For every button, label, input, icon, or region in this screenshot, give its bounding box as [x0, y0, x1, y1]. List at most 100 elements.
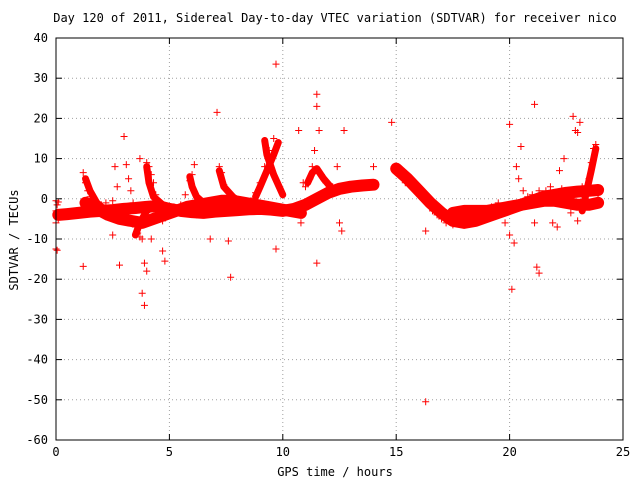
data-point-marker — [88, 199, 96, 207]
data-point-marker — [81, 179, 89, 187]
data-point-marker — [338, 227, 346, 235]
data-point-marker — [576, 118, 584, 126]
data-point-marker — [542, 187, 550, 195]
data-point-marker — [553, 223, 561, 231]
x-tick-label: 0 — [52, 445, 59, 459]
data-point-marker — [77, 205, 85, 213]
data-point-marker — [410, 183, 418, 191]
data-point-marker — [93, 203, 101, 211]
data-point-marker — [449, 221, 457, 229]
data-point-marker — [569, 112, 577, 120]
data-point-marker — [524, 193, 532, 201]
data-point-marker — [140, 259, 148, 267]
data-point-marker — [272, 245, 280, 253]
data-point-marker — [227, 273, 235, 281]
data-point-marker — [129, 199, 137, 207]
x-axis-label: GPS time / hours — [277, 465, 393, 479]
data-point-marker — [215, 163, 223, 171]
data-point-marker — [551, 189, 559, 197]
data-point-marker — [422, 227, 430, 235]
data-point-marker — [134, 229, 142, 237]
data-point-marker — [68, 209, 76, 217]
data-point-marker — [506, 231, 514, 239]
data-point-marker — [116, 261, 124, 269]
y-tick-label: 30 — [34, 71, 48, 85]
dense-arc — [143, 163, 180, 215]
data-point-marker — [143, 159, 151, 167]
x-tick-label: 15 — [389, 445, 403, 459]
data-point-marker — [531, 100, 539, 108]
x-tick-label: 10 — [276, 445, 290, 459]
data-point-marker — [531, 219, 539, 227]
data-point-marker — [401, 179, 409, 187]
data-point-marker — [333, 163, 341, 171]
data-point-marker — [515, 175, 523, 183]
data-point-marker — [213, 108, 221, 116]
data-point-marker — [109, 231, 117, 239]
data-point-marker — [261, 163, 269, 171]
data-point-marker — [218, 169, 226, 177]
data-point-marker — [206, 235, 214, 243]
data-point-marker — [501, 219, 509, 227]
data-point-marker — [481, 205, 489, 213]
data-point-marker — [311, 147, 319, 155]
data-point-marker — [358, 181, 366, 189]
dense-arc — [304, 165, 334, 191]
data-point-marker — [494, 199, 502, 207]
data-point-marker — [240, 199, 248, 207]
data-point-marker — [592, 141, 600, 149]
data-point-marker — [147, 171, 155, 179]
data-point-marker — [72, 207, 80, 215]
data-point-marker — [186, 177, 194, 185]
data-point-marker — [109, 197, 117, 205]
data-point-marker — [145, 163, 153, 171]
axis-ticks: 0 5 10 15 20 25 -60 -50 -40 -30 -20 -10 0 10 20 30 40 — [26, 31, 630, 459]
data-point-marker — [116, 213, 124, 221]
data-point-marker — [163, 207, 171, 215]
x-tick-label: 20 — [502, 445, 516, 459]
data-point-marker — [86, 193, 94, 201]
data-point-marker — [143, 267, 151, 275]
data-point-marker — [456, 217, 464, 225]
data-point-marker — [170, 203, 178, 211]
data-point-marker — [277, 207, 285, 215]
data-point-marker — [154, 211, 162, 219]
data-point-marker — [419, 195, 427, 203]
dense-band — [79, 194, 307, 229]
data-point-marker — [433, 211, 441, 219]
data-point-marker — [272, 60, 280, 68]
data-point-marker — [63, 211, 71, 219]
data-point-marker — [177, 201, 185, 209]
data-point-marker — [345, 181, 353, 189]
data-point-marker — [397, 165, 405, 173]
data-point-marker — [317, 171, 325, 179]
data-point-marker — [512, 163, 520, 171]
y-axis-label: SDTVAR / TECUs — [7, 189, 21, 290]
data-point-marker — [270, 135, 278, 142]
dense-arc — [215, 167, 248, 209]
dense-data-bands — [52, 137, 605, 239]
data-point-marker — [392, 163, 400, 171]
data-point-marker — [122, 161, 130, 169]
data-point-marker — [546, 183, 554, 191]
data-point-marker — [590, 145, 598, 153]
data-point-marker — [428, 207, 436, 215]
data-point-marker — [487, 203, 495, 211]
data-point-marker — [574, 217, 582, 225]
y-tick-label: -60 — [26, 433, 48, 447]
data-point-marker — [256, 179, 264, 187]
data-point-marker — [147, 235, 155, 243]
data-point-marker — [161, 257, 169, 265]
data-point-marker — [308, 163, 316, 171]
data-point-marker — [555, 167, 563, 175]
data-point-marker — [313, 90, 321, 98]
data-point-marker — [388, 118, 396, 126]
data-point-marker — [199, 207, 207, 215]
y-tick-label: -10 — [26, 232, 48, 246]
data-point-marker — [351, 181, 359, 189]
data-point-marker — [535, 187, 543, 195]
data-point-marker — [508, 285, 516, 293]
data-point-marker — [84, 187, 92, 195]
data-point-marker — [79, 169, 87, 177]
data-point-marker — [585, 175, 593, 183]
